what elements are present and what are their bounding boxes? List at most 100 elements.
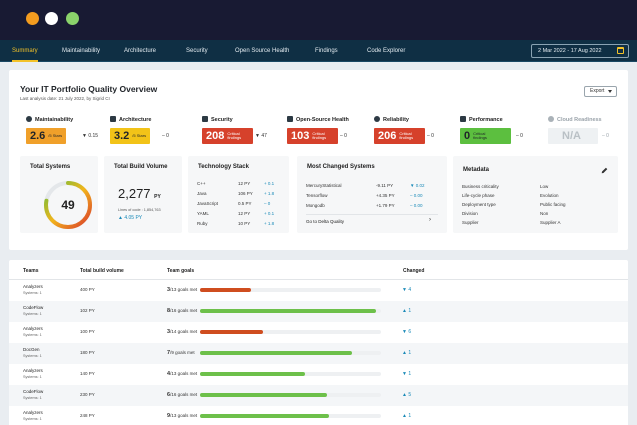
changed-system-name[interactable]: Tensorflow	[306, 193, 328, 198]
metric-label-text: Maintainability	[35, 117, 74, 123]
metric-badge: 0 Critical findings	[460, 128, 512, 144]
metric-security[interactable]: Security 208 Critical findings ▼ 47	[202, 116, 290, 150]
team-name[interactable]: Analyzers	[23, 284, 43, 289]
total-systems-card[interactable]: Total Systems 49	[20, 156, 98, 233]
donut-arc	[44, 181, 92, 229]
team-name[interactable]: CodeFlow	[23, 389, 44, 394]
metric-cloud-readiness[interactable]: Cloud Readiness N/A ‒ 0	[548, 116, 636, 150]
table-row[interactable]: CodeFlow Systems: 1 230 PY 6/16 goals met ▲ …	[9, 385, 628, 406]
tab-open-source-health[interactable]: Open Source Health	[235, 48, 290, 54]
tech-name: C++	[197, 181, 206, 186]
team-name[interactable]: Analyzers	[23, 326, 43, 331]
team-volume: 230 PY	[80, 392, 95, 397]
calendar-icon	[617, 47, 624, 54]
table-row[interactable]: Analyzers Systems: 1 400 PY 3/13 goals met ▼…	[9, 280, 628, 301]
column-header-changed[interactable]: Changed	[403, 268, 425, 274]
window-titlebar	[0, 0, 637, 40]
team-volume: 100 PY	[80, 329, 95, 334]
minimize-window-button[interactable]	[45, 12, 58, 25]
chevron-down-icon	[608, 90, 612, 93]
table-row[interactable]: DocGen Systems: 1 180 PY 7/9 goals met ▲ 1	[9, 343, 628, 364]
date-range-text: 2 Mar 2022 - 17 Aug 2022	[538, 48, 602, 54]
metric-value: 208	[206, 130, 225, 142]
metric-maintainability[interactable]: Maintainability 2.6/5 Stars ▼ 0.15	[26, 116, 114, 150]
metric-caption: /5 Stars	[48, 132, 63, 138]
tech-volume: 12 PY	[238, 211, 251, 216]
chevron-right-icon[interactable]: ›	[429, 217, 431, 223]
card-title: Most Changed Systems	[307, 164, 375, 170]
metric-label: Architecture	[110, 116, 151, 123]
metric-label-text: Cloud Readiness	[557, 117, 602, 123]
most-changed-systems-card[interactable]: Most Changed Systems	[297, 156, 447, 233]
changed-system-name[interactable]: MercuryStatistical	[306, 183, 342, 188]
build-volume-trend: ▲ 4.05 PY	[118, 215, 143, 221]
technology-stack-card[interactable]: Technology Stack	[188, 156, 289, 233]
team-goals-met: 7	[167, 350, 171, 356]
team-name[interactable]: Analyzers	[23, 368, 43, 373]
date-range-picker[interactable]: 2 Mar 2022 - 17 Aug 2022	[531, 44, 629, 58]
tab-summary[interactable]: Summary	[12, 40, 38, 62]
metric-caption: Critical findings	[227, 130, 242, 140]
maximize-window-button[interactable]	[66, 12, 79, 25]
close-window-button[interactable]	[26, 12, 39, 25]
metric-reliability[interactable]: Reliability 206 Critical findings ‒ 0	[374, 116, 462, 150]
tab-findings[interactable]: Findings	[315, 48, 338, 54]
team-name[interactable]: Analyzers	[23, 410, 43, 415]
tech-name: JavaScript	[197, 201, 219, 206]
tab-security[interactable]: Security	[186, 48, 208, 54]
team-systems: Systems: 1	[23, 354, 42, 358]
goal-progress-bar	[200, 351, 381, 355]
team-name[interactable]: DocGen	[23, 347, 40, 352]
plus-box-icon	[287, 116, 293, 122]
delta-quality-link[interactable]: Go to Delta Quality	[306, 219, 345, 224]
metric-delta: ‒ 0	[340, 133, 347, 139]
column-header-team-goals[interactable]: Team goals	[167, 268, 195, 274]
tab-code-explorer[interactable]: Code Explorer	[367, 48, 406, 54]
goal-progress-fill	[200, 330, 263, 334]
build-volume-card[interactable]: Total Build Volume 2,277 PY Lines of cod…	[104, 156, 182, 233]
tech-delta: ‒ 0	[264, 201, 271, 206]
goal-progress-bar	[200, 372, 381, 376]
build-volume-value: 2,277 PY	[118, 186, 161, 201]
column-header-build-volume[interactable]: Total build volume	[80, 268, 124, 274]
metric-performance[interactable]: Performance 0 Critical findings ‒ 0	[460, 116, 548, 150]
team-systems: Systems: 1	[23, 375, 42, 379]
divider	[306, 214, 438, 215]
cloud-icon	[548, 116, 554, 122]
tab-maintainability[interactable]: Maintainability	[62, 48, 101, 54]
tab-architecture[interactable]: Architecture	[124, 48, 157, 54]
tech-volume: 10 PY	[238, 221, 251, 226]
donut-chart	[44, 181, 92, 229]
table-row[interactable]: CodeFlow Systems: 1 102 PY 8/16 goals met ▲ …	[9, 301, 628, 322]
table-header-divider	[9, 279, 628, 280]
metric-open-source-health[interactable]: Open-Source Health 103 Critical findings …	[287, 116, 375, 150]
changed-system-volume: +4.35 PY	[376, 193, 395, 198]
pencil-icon[interactable]	[601, 167, 608, 174]
team-goals-text: /9 goals met	[170, 350, 195, 355]
table-row[interactable]: Analyzers Systems: 1 100 PY 3/14 goals met ▼…	[9, 322, 628, 343]
metric-label-text: Security	[211, 117, 233, 123]
goal-progress-fill	[200, 288, 251, 292]
team-goals-text: /13 goals met	[170, 371, 198, 376]
team-goals: 6/16 goals met	[167, 392, 197, 398]
metadata-card[interactable]: Metadata	[453, 156, 618, 233]
export-button[interactable]: Export	[584, 86, 617, 97]
metric-architecture[interactable]: Architecture 3.2/5 Stars ‒ 0	[110, 116, 198, 150]
metadata-key: Life-cycle phase	[462, 193, 495, 198]
team-name[interactable]: CodeFlow	[23, 305, 44, 310]
card-title: Metadata	[463, 167, 490, 173]
team-systems: Systems: 1	[23, 396, 42, 400]
changed-system-name[interactable]: Mongodb	[306, 203, 325, 208]
metric-label: Open-Source Health	[287, 116, 349, 123]
goal-progress-fill	[200, 309, 376, 313]
table-row[interactable]: Analyzers Systems: 1 248 PY 9/13 goals met ▲…	[9, 406, 628, 425]
table-row[interactable]: Analyzers Systems: 1 140 PY 4/13 goals met ▼…	[9, 364, 628, 385]
team-goals-text: /13 goals met	[170, 287, 198, 292]
changed-system-volume: -9.11 PY	[376, 183, 394, 188]
metric-caption: Critical findings	[399, 130, 414, 140]
lines-of-code: Lines of code : 1,854,763	[118, 208, 161, 212]
metric-value: 0	[464, 130, 471, 142]
column-header-teams[interactable]: Teams	[23, 268, 39, 274]
metric-label-text: Open-Source Health	[296, 117, 349, 123]
team-volume: 140 PY	[80, 371, 95, 376]
